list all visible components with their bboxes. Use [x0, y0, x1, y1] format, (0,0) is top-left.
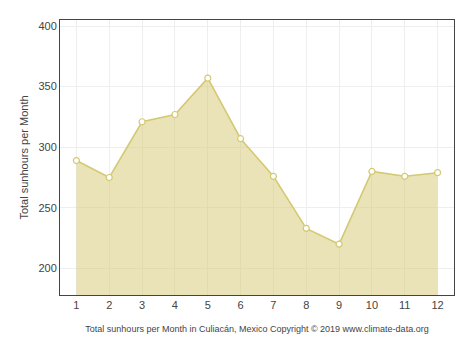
- svg-text:300: 300: [38, 141, 56, 153]
- svg-text:7: 7: [270, 299, 276, 311]
- svg-text:8: 8: [303, 299, 309, 311]
- svg-text:2: 2: [106, 299, 112, 311]
- svg-text:6: 6: [238, 299, 244, 311]
- svg-text:11: 11: [399, 299, 410, 311]
- svg-text:Total sunhours per Month: Total sunhours per Month: [18, 95, 30, 219]
- svg-text:12: 12: [431, 299, 443, 311]
- svg-text:200: 200: [38, 262, 56, 274]
- svg-text:250: 250: [38, 202, 56, 214]
- svg-text:3: 3: [139, 299, 145, 311]
- svg-text:4: 4: [172, 299, 178, 311]
- svg-text:10: 10: [366, 299, 378, 311]
- svg-text:350: 350: [38, 80, 56, 92]
- svg-text:9: 9: [336, 299, 342, 311]
- svg-text:1: 1: [73, 299, 79, 311]
- svg-text:Total sunhours per Month in Cu: Total sunhours per Month in Culiacán, Me…: [85, 324, 428, 334]
- svg-text:400: 400: [38, 20, 56, 32]
- svg-text:5: 5: [205, 299, 211, 311]
